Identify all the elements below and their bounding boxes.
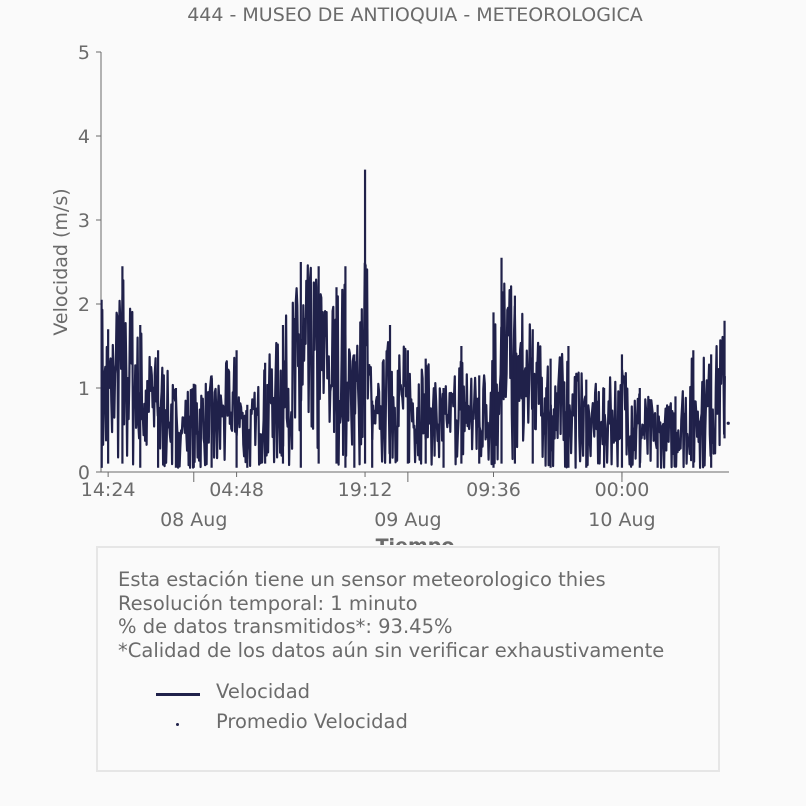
axes: 0 1 2 3 4 5 14:24 04:48 19:12 09:36 00:00 08 Aug 09 … xyxy=(78,42,729,531)
info-box: Esta estación tiene un sensor meteorolog… xyxy=(96,546,720,772)
x-date-label: 10 Aug xyxy=(588,509,655,531)
y-tick-label: 5 xyxy=(78,42,90,64)
wind-speed-chart: 444 - MUSEO DE ANTIOQUIA - METEOROLOGICA… xyxy=(50,4,730,545)
x-date-label: 08 Aug xyxy=(160,509,227,531)
info-transmitted-line: % de datos transmitidos*: 93.45% xyxy=(118,615,453,638)
x-tick-label: 09:36 xyxy=(466,479,521,501)
info-quality-note: *Calidad de los datos aún sin verificar … xyxy=(118,638,665,662)
info-lines: Esta estación tiene un sensor meteorolog… xyxy=(118,568,664,662)
promedio-point xyxy=(726,421,730,425)
legend-label-promedio: Promedio Velocidad xyxy=(216,710,408,733)
x-tick-label: 00:00 xyxy=(595,479,650,501)
y-tick-label: 1 xyxy=(78,378,90,400)
series-velocidad-line xyxy=(100,262,726,469)
series-layer xyxy=(100,169,730,469)
x-date-label: 09 Aug xyxy=(374,509,441,531)
info-resolution-line: Resolución temporal: 1 minuto xyxy=(118,591,418,615)
x-tick-label: 19:12 xyxy=(338,479,393,501)
y-tick-label: 4 xyxy=(78,126,90,148)
legend-line-swatch xyxy=(156,693,200,696)
chart-title: 444 - MUSEO DE ANTIOQUIA - METEOROLOGICA xyxy=(187,4,643,26)
x-tick-label: 04:48 xyxy=(209,479,264,501)
y-axis-label: Velocidad (m/s) xyxy=(50,188,72,335)
x-axis-label: Tiempo xyxy=(376,535,455,545)
info-sensor-line: Esta estación tiene un sensor meteorolog… xyxy=(118,568,606,591)
y-tick-label: 3 xyxy=(78,210,90,232)
legend-label-velocidad: Velocidad xyxy=(216,680,311,703)
x-tick-label: 14:24 xyxy=(81,479,136,501)
y-tick-label: 2 xyxy=(78,294,90,316)
y-tick-label: 0 xyxy=(78,462,90,484)
legend-dot-swatch xyxy=(176,723,179,726)
